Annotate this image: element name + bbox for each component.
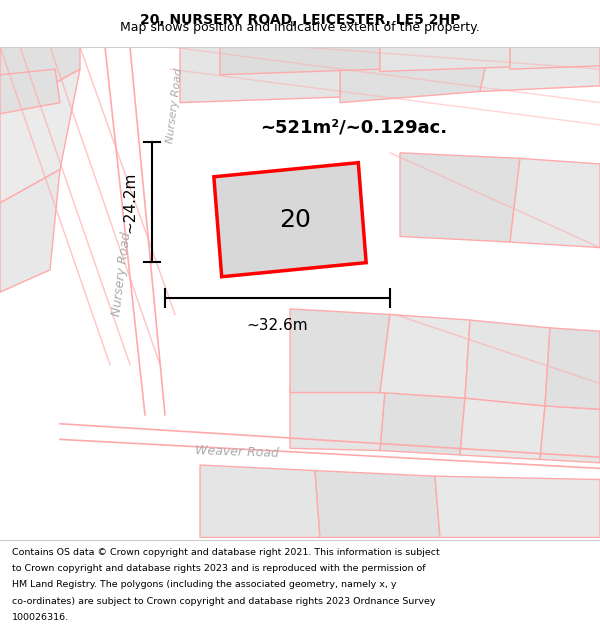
Text: Weaver Road: Weaver Road <box>195 444 279 460</box>
Polygon shape <box>510 47 600 69</box>
Text: ~32.6m: ~32.6m <box>247 318 308 333</box>
Polygon shape <box>380 392 465 455</box>
Polygon shape <box>315 471 440 538</box>
Text: HM Land Registry. The polygons (including the associated geometry, namely x, y: HM Land Registry. The polygons (includin… <box>12 581 397 589</box>
Text: 20, NURSERY ROAD, LEICESTER, LE5 2HP: 20, NURSERY ROAD, LEICESTER, LE5 2HP <box>140 13 460 27</box>
Text: ~24.2m: ~24.2m <box>122 171 137 232</box>
Text: co-ordinates) are subject to Crown copyright and database rights 2023 Ordnance S: co-ordinates) are subject to Crown copyr… <box>12 596 436 606</box>
Polygon shape <box>0 69 80 203</box>
Polygon shape <box>290 309 390 392</box>
Polygon shape <box>510 158 600 248</box>
Text: 100026316.: 100026316. <box>12 612 69 622</box>
Text: Contains OS data © Crown copyright and database right 2021. This information is : Contains OS data © Crown copyright and d… <box>12 548 440 557</box>
Polygon shape <box>540 406 600 462</box>
Text: Map shows position and indicative extent of the property.: Map shows position and indicative extent… <box>120 21 480 34</box>
Polygon shape <box>400 152 520 242</box>
Polygon shape <box>340 47 490 102</box>
Polygon shape <box>290 387 385 451</box>
Polygon shape <box>380 47 510 71</box>
Polygon shape <box>180 47 340 102</box>
Polygon shape <box>0 47 80 114</box>
Text: 20: 20 <box>279 208 311 232</box>
Text: to Crown copyright and database rights 2023 and is reproduced with the permissio: to Crown copyright and database rights 2… <box>12 564 425 573</box>
Polygon shape <box>380 314 470 398</box>
Text: ~521m²/~0.129ac.: ~521m²/~0.129ac. <box>260 118 447 136</box>
Polygon shape <box>0 169 60 292</box>
Polygon shape <box>460 398 545 459</box>
Polygon shape <box>435 476 600 538</box>
Polygon shape <box>214 162 366 277</box>
Polygon shape <box>220 47 380 75</box>
Text: Nursery Road: Nursery Road <box>166 67 185 144</box>
Polygon shape <box>465 320 550 406</box>
Text: Nursery Road: Nursery Road <box>110 232 134 318</box>
Polygon shape <box>545 328 600 409</box>
Polygon shape <box>0 69 60 114</box>
Polygon shape <box>200 465 320 538</box>
Polygon shape <box>480 47 600 91</box>
